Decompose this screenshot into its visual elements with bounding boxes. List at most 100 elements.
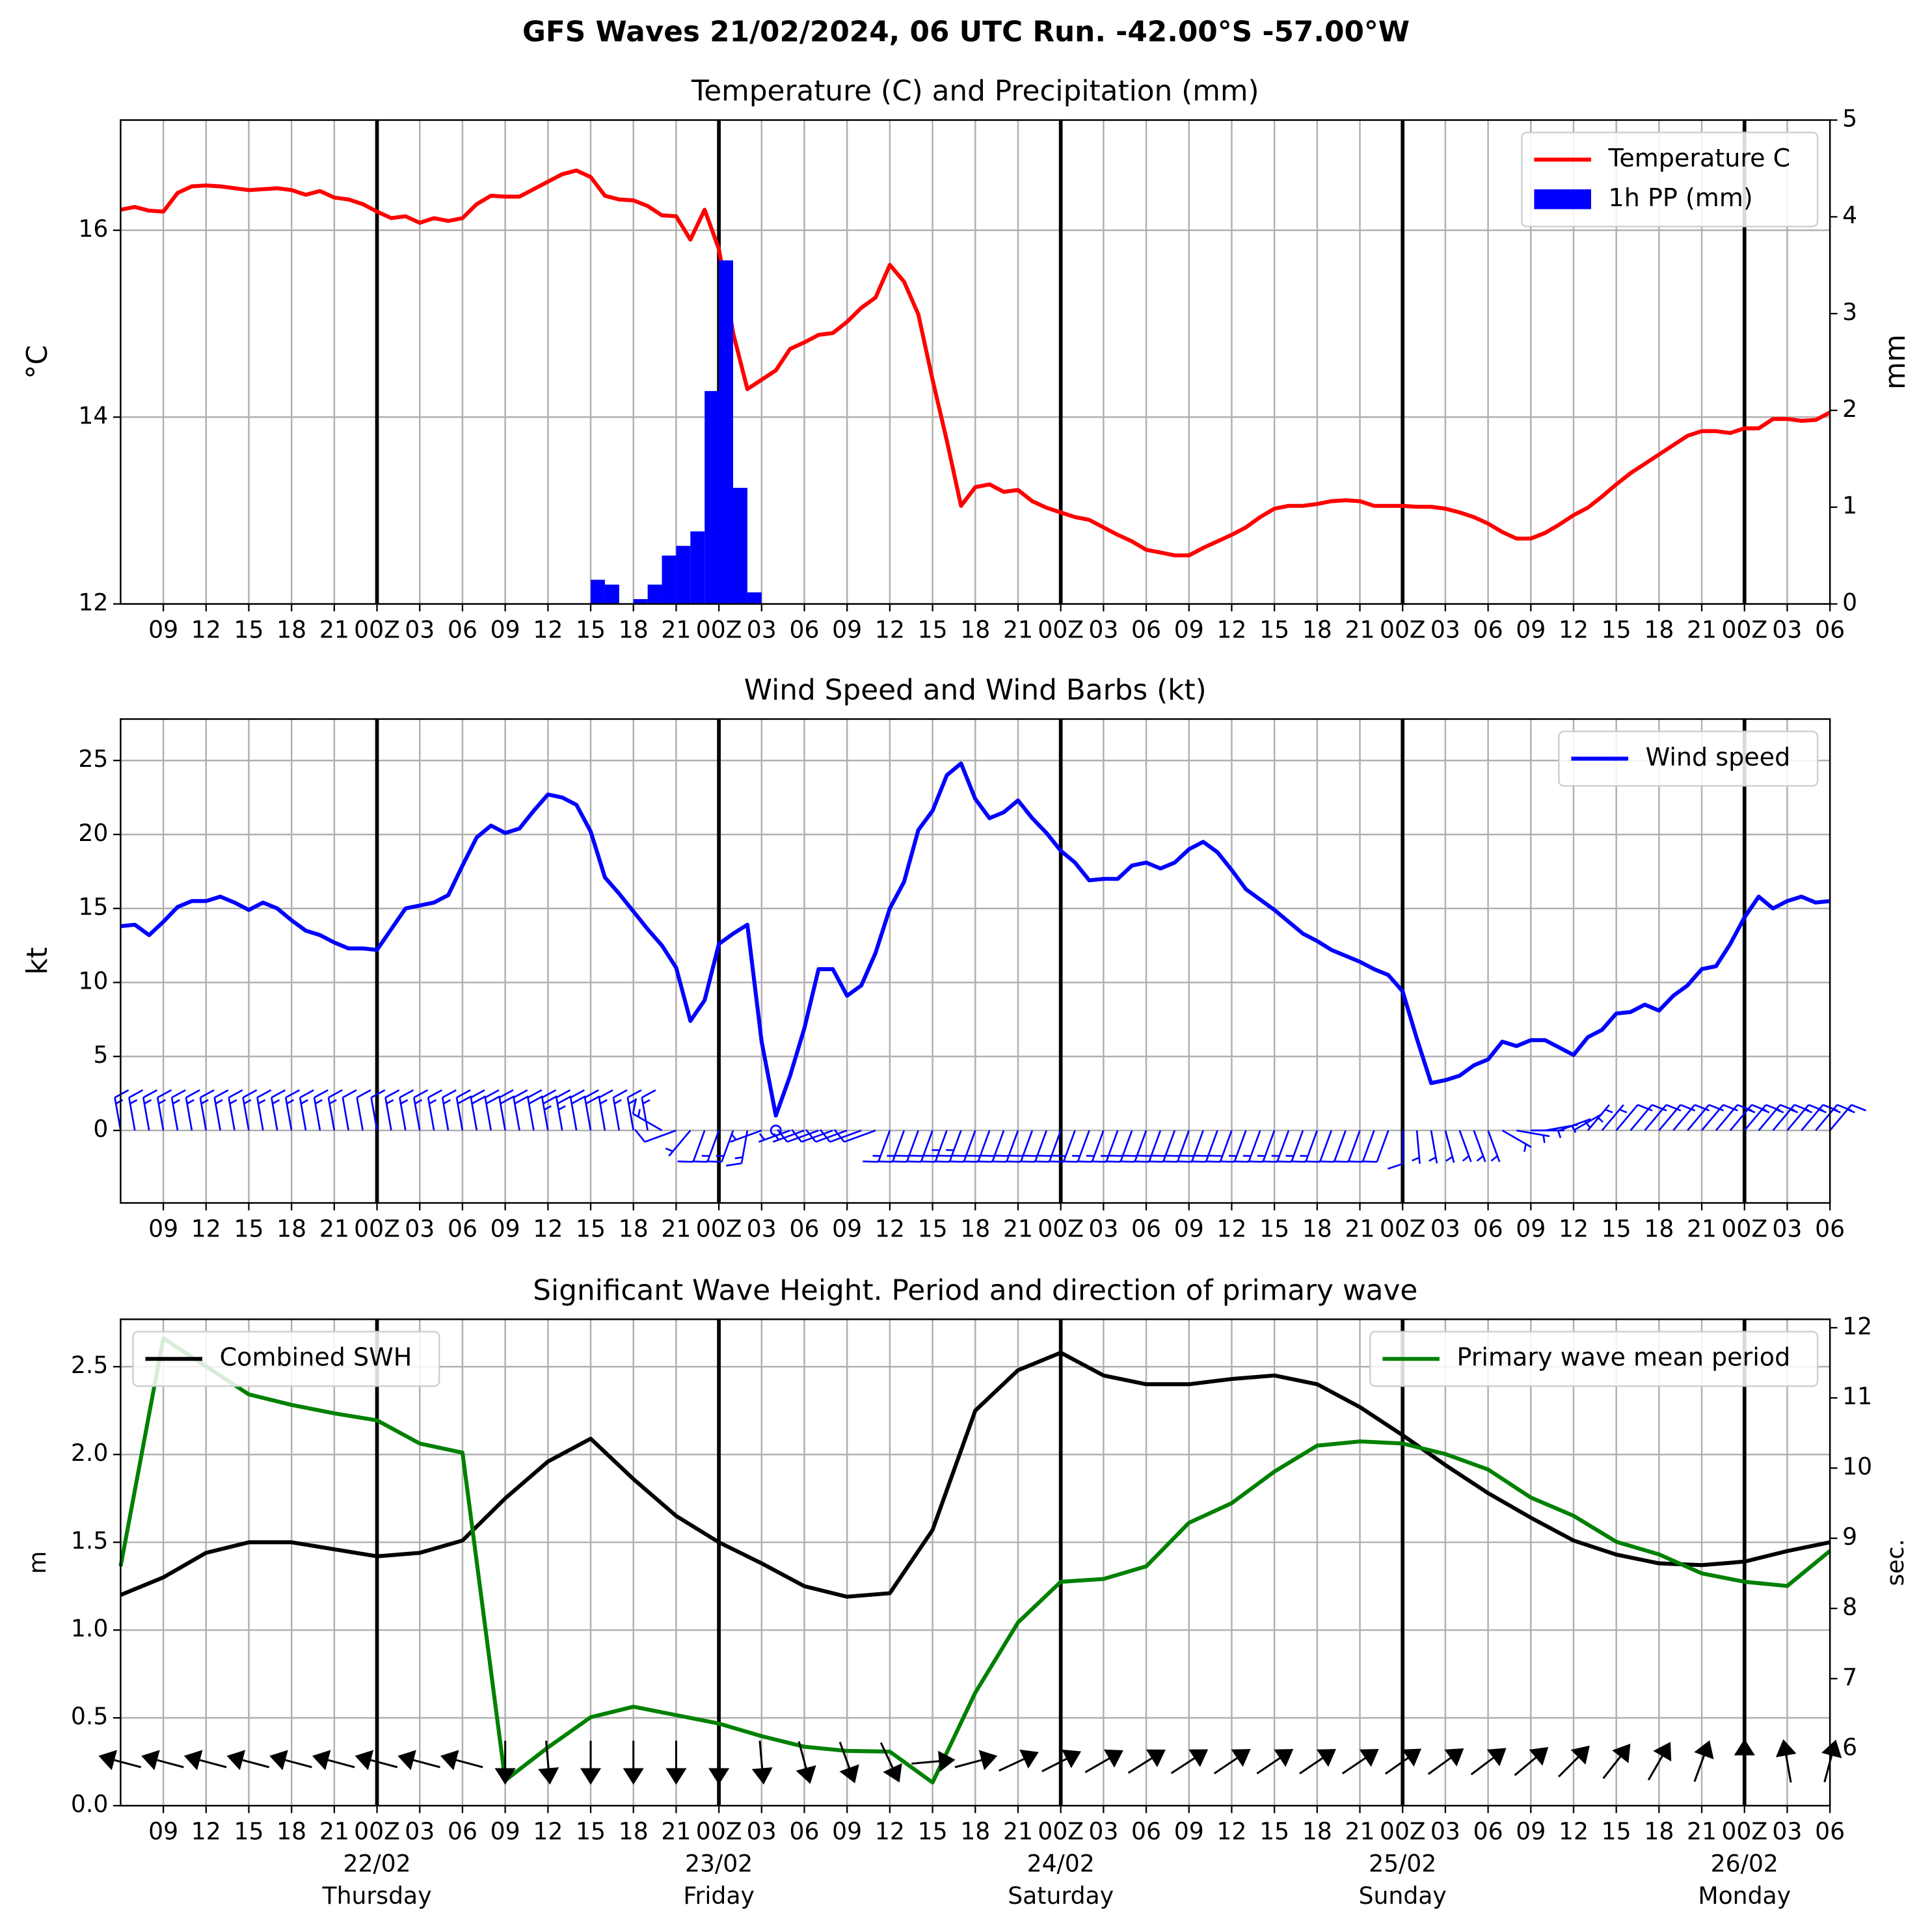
x-tick-label: 06 (789, 615, 819, 643)
y-tick-label: 10 (78, 967, 108, 994)
wave-arrow (623, 1741, 644, 1785)
x-tick-label: 12 (875, 1817, 905, 1845)
wave-arrow (879, 1742, 902, 1783)
x-tick-label: 18 (960, 1214, 990, 1242)
x-tick-label: 09 (832, 1214, 862, 1242)
wind-barb (170, 1089, 186, 1131)
wind-barb (1701, 1104, 1738, 1131)
x-tick-label: 21 (319, 1214, 349, 1242)
wave-arrow (1084, 1749, 1123, 1774)
x-tick-label: 03 (1430, 615, 1460, 643)
x-tick-label: 12 (875, 1214, 905, 1242)
wind-barb (399, 1089, 414, 1131)
wave-arrow (538, 1741, 559, 1785)
x-tick-label: 18 (960, 615, 990, 643)
day-weekday: Sunday (1359, 1882, 1447, 1910)
wind-barb (598, 1089, 613, 1131)
wind-barb (1005, 1130, 1034, 1163)
wind-barb (1047, 1130, 1076, 1163)
y-tick-label: 0.0 (71, 1790, 108, 1818)
wave-arrow (839, 1741, 859, 1783)
y-tick-label: 0.5 (71, 1702, 108, 1730)
legend-box (1558, 730, 1819, 787)
wave-arrow (1775, 1739, 1797, 1783)
x-tick-label: 09 (1174, 1214, 1204, 1242)
wind-barb (1615, 1104, 1653, 1131)
wind-barb (905, 1130, 933, 1163)
x-tick-label: 18 (276, 1214, 306, 1242)
x-tick-label: 15 (234, 1817, 263, 1845)
wind-barb (1630, 1104, 1667, 1131)
x-tick-label: 18 (276, 615, 306, 643)
x-tick-label: 21 (1003, 1214, 1033, 1242)
day-weekday: Saturday (1008, 1882, 1114, 1910)
x-tick-label: 00Z (1721, 615, 1767, 643)
wind-barb (1190, 1130, 1218, 1163)
wind-barb (962, 1130, 991, 1163)
wind-barb (1672, 1104, 1710, 1131)
x-tick-label: 09 (490, 1214, 520, 1242)
wave-arrow (1041, 1749, 1082, 1772)
x-tick-label: 12 (1559, 1817, 1589, 1845)
precip-bar (733, 487, 747, 604)
wind-barb (284, 1089, 301, 1131)
x-tick-label: 21 (1687, 1817, 1717, 1845)
y-tick-label: 0 (93, 1115, 108, 1143)
legend: Primary wave mean period (1369, 1331, 1819, 1387)
x-tick-label: 21 (319, 615, 349, 643)
x-tick-label: 18 (276, 1817, 306, 1845)
x-tick-label: 06 (1815, 1214, 1845, 1242)
wave-arrow (1647, 1742, 1672, 1781)
x-tick-label: 09 (1516, 1214, 1546, 1242)
x-tick-label: 00Z (354, 615, 400, 643)
x-tick-label: 15 (1602, 1817, 1631, 1845)
x-tick-label: 09 (148, 1214, 178, 1242)
wind-barb (933, 1130, 962, 1163)
x-tick-label: 00Z (696, 1817, 742, 1845)
x-tick-label: 15 (1259, 1214, 1289, 1242)
wind-barb (356, 1089, 371, 1131)
x-tick-label: 03 (747, 1214, 777, 1242)
wind-barb (863, 1130, 891, 1163)
y2-tick-label: 8 (1842, 1593, 1857, 1621)
wind-barb (1444, 1130, 1455, 1163)
figure-title: GFS Waves 21/02/2024, 06 UTC Run. -42.00… (522, 15, 1410, 48)
wave-arrow (1470, 1748, 1507, 1776)
wind-barb (470, 1089, 487, 1131)
wind-barb (1247, 1130, 1276, 1163)
x-tick-label: 12 (1216, 615, 1246, 643)
wind-barb (991, 1130, 1019, 1163)
y2-axis-label: mm (1879, 334, 1912, 390)
x-tick-label: 12 (533, 1817, 563, 1845)
legend: Combined SWH (132, 1331, 440, 1387)
wind-barb (427, 1089, 443, 1131)
wind-barb (1516, 1129, 1550, 1143)
wind-barb (1233, 1130, 1261, 1163)
x-tick-label: 15 (1602, 615, 1631, 643)
wave-arrow (226, 1750, 270, 1770)
wind-barb (641, 1089, 656, 1131)
wind-barb (156, 1089, 172, 1131)
wind-barb (1473, 1130, 1486, 1162)
wind-barb (1361, 1130, 1389, 1163)
wind-barb (632, 1098, 663, 1132)
wind-barb (677, 1130, 706, 1163)
x-tick-label: 06 (448, 615, 477, 643)
wind-barb (1829, 1104, 1867, 1131)
wave-arrow (665, 1741, 687, 1785)
wind-barb (1387, 1130, 1404, 1170)
x-tick-label: 12 (1216, 1214, 1246, 1242)
wind-barb (758, 1129, 791, 1143)
y2-tick-label: 12 (1842, 1312, 1872, 1340)
series-line (120, 1350, 1831, 1599)
x-tick-label: 15 (576, 615, 606, 643)
x-tick-label: 09 (490, 1817, 520, 1845)
x-tick-label: 12 (533, 1214, 563, 1242)
x-tick-label: 03 (747, 615, 777, 643)
day-date: 25/02 (1369, 1849, 1436, 1877)
x-tick-label: 00Z (354, 1817, 400, 1845)
wind-barb (185, 1089, 200, 1131)
x-tick-label: 09 (832, 1817, 862, 1845)
precip-bar (604, 584, 619, 604)
wind-barb (1487, 1130, 1501, 1162)
